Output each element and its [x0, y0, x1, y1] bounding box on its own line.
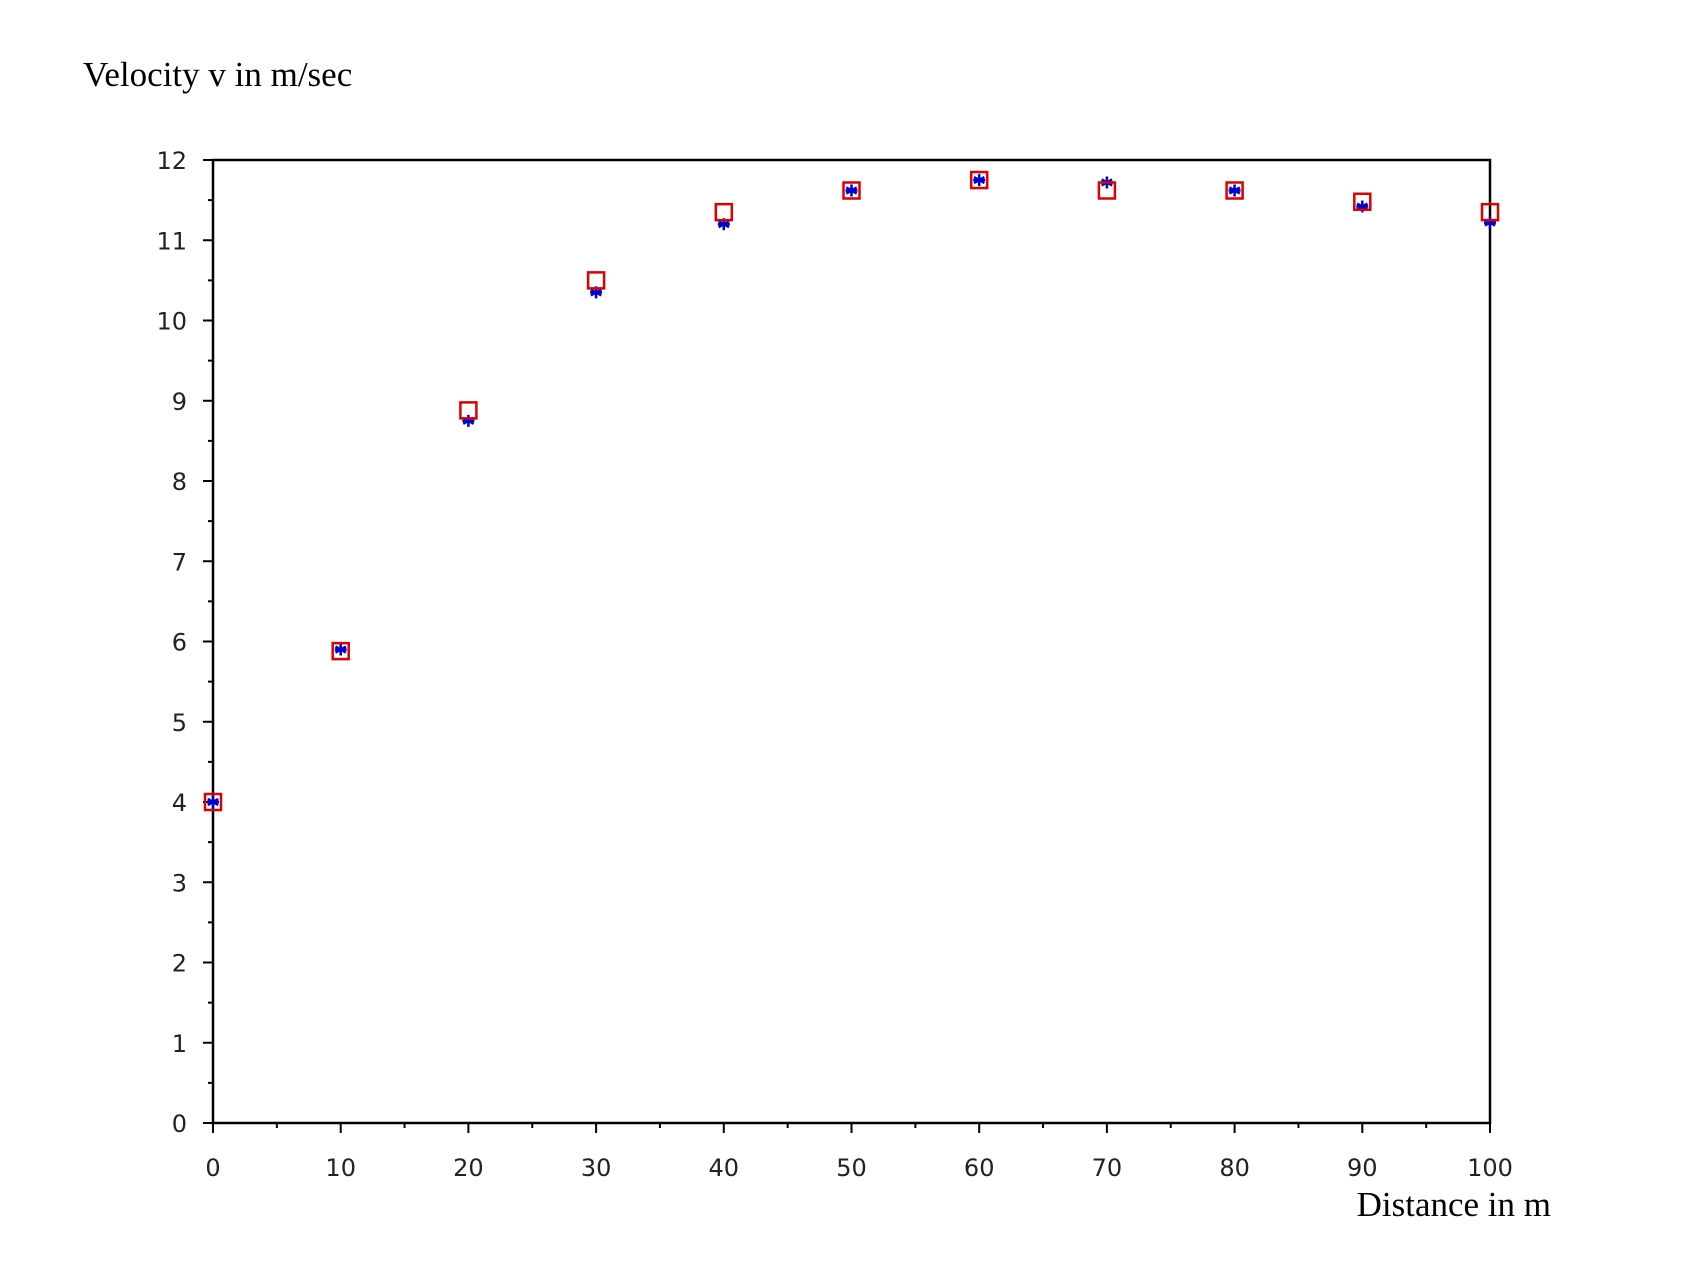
y-tick-label: 11: [156, 227, 187, 255]
x-tick-label: 80: [1219, 1154, 1250, 1182]
plot-frame: [211, 158, 1492, 1125]
x-tick-label: 20: [453, 1154, 484, 1182]
asterisk-marker: [462, 414, 475, 427]
y-tick-label: 7: [172, 548, 187, 576]
x-axis-label: Distance in m: [1357, 1185, 1551, 1224]
square-marker: [459, 401, 478, 420]
square-marker: [331, 641, 350, 661]
y-tick-label: 1: [172, 1030, 187, 1058]
asterisk-marker: [717, 218, 730, 231]
square-marker: [1097, 181, 1117, 200]
square-marker: [969, 170, 989, 190]
y-tick-label: 6: [172, 629, 187, 657]
square-marker: [1480, 202, 1500, 222]
y-axis-label: Velocity v in m/sec: [83, 55, 352, 94]
x-tick-label: 30: [581, 1154, 612, 1182]
x-tick-label: 60: [964, 1154, 995, 1182]
y-tick-label: 0: [172, 1110, 187, 1138]
asterisk-marker: [1228, 184, 1241, 197]
x-tick-label: 0: [205, 1154, 220, 1182]
x-tick-label: 100: [1467, 1154, 1513, 1182]
square-marker: [203, 792, 223, 812]
asterisk-marker: [973, 174, 986, 187]
x-tick-label: 90: [1347, 1154, 1378, 1182]
square-marker: [714, 202, 734, 222]
y-tick-label: 3: [172, 869, 187, 897]
square-marker: [1225, 181, 1244, 200]
y-tick-label: 4: [172, 789, 187, 817]
square-marker: [1353, 192, 1372, 211]
y-tick-label: 9: [172, 388, 187, 416]
y-tick-label: 2: [172, 950, 187, 978]
square-marker: [842, 181, 861, 200]
asterisk-marker: [845, 184, 858, 197]
asterisk-marker: [207, 796, 219, 808]
square-marker: [586, 271, 606, 290]
x-tick-label: 70: [1092, 1154, 1123, 1182]
x-tick-label: 50: [836, 1154, 867, 1182]
asterisk-marker: [334, 643, 347, 656]
y-tick-label: 12: [156, 147, 187, 175]
y-tick-label: 10: [156, 308, 187, 336]
x-tick-label: 10: [325, 1154, 356, 1182]
y-tick-label: 5: [172, 709, 187, 737]
x-tick-label: 40: [709, 1154, 740, 1182]
y-tick-label: 8: [172, 468, 187, 496]
asterisk-marker: [590, 286, 603, 299]
asterisk-marker: [1356, 200, 1369, 213]
asterisk-marker: [1484, 216, 1496, 229]
